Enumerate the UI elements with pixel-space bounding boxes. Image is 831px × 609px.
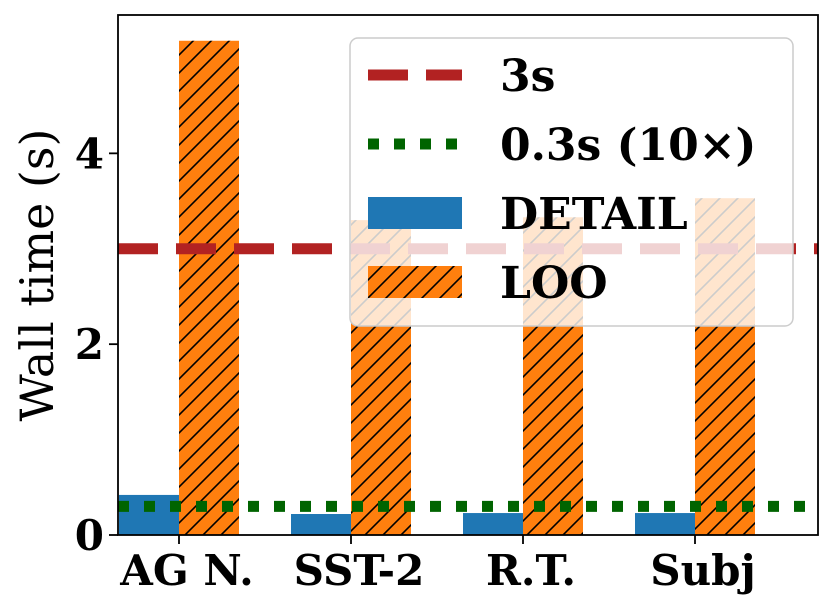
- x-tick-label-sst-2: SST-2: [294, 546, 425, 595]
- x-tick-label-subj: Subj: [650, 546, 755, 595]
- legend-key-loo-hatch: [368, 266, 462, 298]
- plot-frame: [117, 14, 819, 536]
- bar-detail-r-t: [463, 513, 523, 535]
- x-axis: AG N. SST-2 R.T. Subj: [119, 535, 756, 595]
- x-tick-label-ag-n: AG N.: [119, 546, 253, 595]
- legend-label-3s: 3s: [500, 51, 555, 102]
- bar-detail-sst-2: [291, 514, 351, 535]
- y-tick-label-0: 0: [75, 511, 104, 560]
- legend-label-detail: DETAIL: [500, 189, 688, 240]
- x-tick-label-r-t: R.T.: [486, 546, 576, 595]
- y-axis-label: Wall time (s): [10, 129, 64, 422]
- bar-loo-ag-n-hatch: [179, 40, 239, 535]
- legend: 3s 0.3s (10×) DETAIL LOO: [349, 37, 794, 327]
- y-axis: 0 2 4: [75, 129, 118, 560]
- y-tick-label-2: 2: [75, 320, 104, 369]
- bar-detail-subj: [635, 513, 695, 535]
- legend-label-loo: LOO: [500, 258, 608, 309]
- legend-key-detail: [368, 197, 462, 229]
- legend-box: [349, 37, 794, 327]
- legend-label-0-3s-10: 0.3s (10×): [500, 120, 756, 171]
- y-tick-label-4: 4: [75, 129, 104, 178]
